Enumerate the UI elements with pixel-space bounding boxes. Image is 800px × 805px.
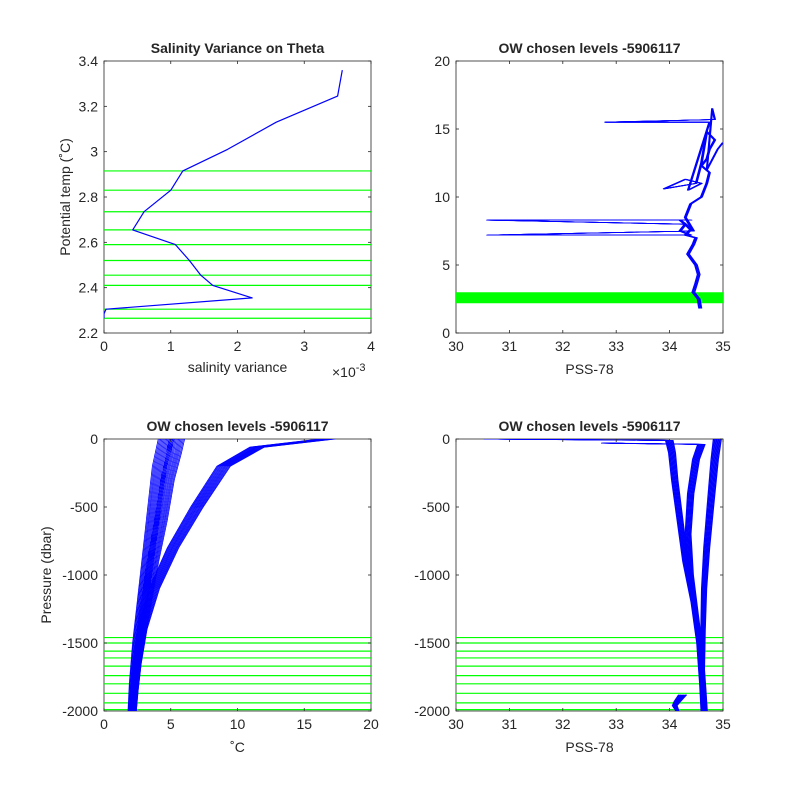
x-tick-label: 0 xyxy=(100,338,108,354)
series-line xyxy=(128,439,162,711)
series-line xyxy=(132,439,171,711)
series-line xyxy=(133,439,175,711)
y-tick-label: 2.6 xyxy=(79,234,99,250)
panel-title: OW chosen levels -5906117 xyxy=(146,418,328,434)
series-line xyxy=(129,439,164,711)
panel-pressure-temperature: OW chosen levels -5906117 ˚C Pressure (d… xyxy=(38,418,379,755)
x-tick-label: 32 xyxy=(555,716,571,732)
series-line xyxy=(104,69,343,319)
panel-salinity-variance: Salinity Variance on Theta salinity vari… xyxy=(57,40,375,380)
series-line xyxy=(676,694,688,711)
x-tick-label: 33 xyxy=(608,338,624,354)
x-tick-label: 4 xyxy=(367,338,375,354)
y-tick-label: 3 xyxy=(90,144,98,160)
y-tick-label: 0 xyxy=(90,431,98,447)
series-line xyxy=(135,439,336,711)
panel-theta-salinity: OW chosen levels -5906117 PSS-78 30 31 32 3… xyxy=(434,40,731,377)
y-tick-label: -500 xyxy=(70,499,98,515)
y-tick-label: 2.2 xyxy=(79,325,99,341)
y-tick-label: 0 xyxy=(442,325,450,341)
y-tick-label: -1500 xyxy=(414,635,450,651)
y-tick-label: 3.2 xyxy=(79,98,99,114)
series-line xyxy=(130,439,165,711)
y-tick-label: 2.4 xyxy=(79,280,99,296)
y-axis-label: Potential temp (˚C) xyxy=(57,138,73,255)
x-tick-label: 20 xyxy=(363,716,379,732)
y-axis-label: Pressure (dbar) xyxy=(38,526,54,623)
series-line xyxy=(127,439,159,711)
x-axis-label: PSS-78 xyxy=(565,361,613,377)
series-line xyxy=(129,439,163,711)
series-line xyxy=(132,439,172,711)
series-line xyxy=(135,439,335,711)
x-tick-label: 31 xyxy=(502,338,518,354)
series-line xyxy=(128,439,160,711)
y-tick-label: -2000 xyxy=(62,703,98,719)
y-tick-label: 15 xyxy=(434,121,450,137)
panel-title: Salinity Variance on Theta xyxy=(151,40,325,56)
panel-title: OW chosen levels -5906117 xyxy=(498,418,680,434)
x-tick-label: 30 xyxy=(448,716,464,732)
x-tick-label: 0 xyxy=(100,716,108,732)
series-line xyxy=(131,439,170,711)
plot-area xyxy=(104,69,371,319)
x-tick-label: 34 xyxy=(662,338,678,354)
x-tick-label: 5 xyxy=(167,716,175,732)
x-tick-label: 35 xyxy=(715,716,731,732)
y-tick-label: 0 xyxy=(442,431,450,447)
y-tick-label: 3.4 xyxy=(79,53,99,69)
x-axis-label: PSS-78 xyxy=(565,739,613,755)
panel-title: OW chosen levels -5906117 xyxy=(498,40,680,56)
series-line xyxy=(130,439,166,711)
series-line xyxy=(134,439,334,711)
y-tick-label: -1000 xyxy=(62,567,98,583)
y-tick-label: -2000 xyxy=(414,703,450,719)
x-tick-label: 32 xyxy=(555,338,571,354)
x-tick-label: 34 xyxy=(662,716,678,732)
x-axis-label: salinity variance xyxy=(188,359,288,375)
panel-pressure-salinity: OW chosen levels -5906117 PSS-78 30 31 32 3… xyxy=(414,418,731,755)
series-line xyxy=(700,439,715,711)
x-tick-label: 33 xyxy=(608,716,624,732)
x-tick-label: 31 xyxy=(502,716,518,732)
series-line xyxy=(488,108,723,309)
plot-area xyxy=(456,439,723,711)
x-tick-label: 30 xyxy=(448,338,464,354)
y-tick-label: -500 xyxy=(422,499,450,515)
series-line xyxy=(131,439,168,711)
series-line xyxy=(703,439,722,711)
x-tick-label: 3 xyxy=(300,338,308,354)
y-tick-label: 5 xyxy=(442,257,450,273)
series-line xyxy=(133,439,174,711)
x-tick-label: 35 xyxy=(715,338,731,354)
x-tick-label: 15 xyxy=(296,716,312,732)
series-line xyxy=(131,439,169,711)
y-tick-label: 2.8 xyxy=(79,189,99,205)
x-axis-label: ˚C xyxy=(230,739,245,755)
y-tick-label: -1000 xyxy=(414,567,450,583)
x-axis-exponent: ×10-3 xyxy=(332,362,366,380)
x-tick-label: 1 xyxy=(167,338,175,354)
x-tick-label: 2 xyxy=(234,338,242,354)
x-tick-label: 10 xyxy=(230,716,246,732)
y-tick-label: 20 xyxy=(434,53,450,69)
y-tick-label: -1500 xyxy=(62,635,98,651)
y-tick-label: 10 xyxy=(434,189,450,205)
plot-area xyxy=(456,108,723,309)
